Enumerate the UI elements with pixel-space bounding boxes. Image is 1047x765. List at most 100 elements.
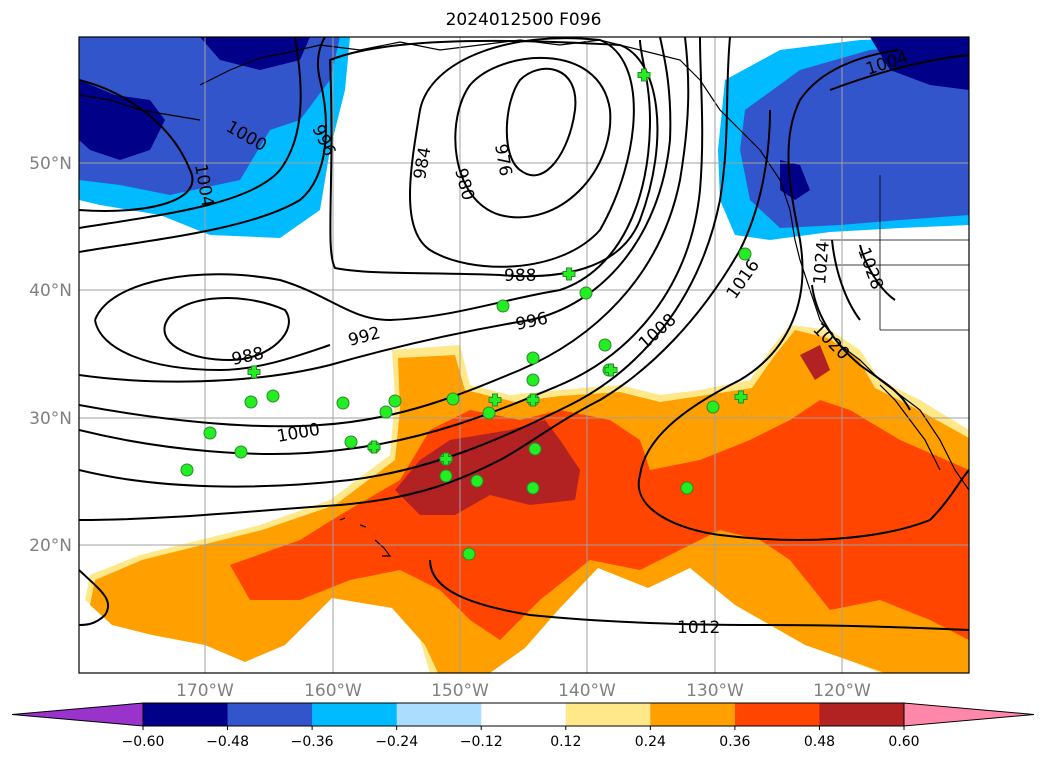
isobar-996	[79, 37, 672, 383]
station-cross	[734, 390, 748, 404]
isobar-label: 1024	[810, 241, 834, 286]
isobar-label: 988	[504, 266, 536, 286]
lat-label-20n: 20°N	[29, 536, 72, 556]
colorbar-segment	[819, 703, 905, 726]
baja-california	[879, 384, 941, 471]
station-point	[344, 435, 358, 449]
station-point	[526, 373, 540, 387]
negative-anomaly-medium	[79, 37, 340, 195]
colorbar-tick-label: −0.48	[206, 734, 249, 750]
lon-label-120w: 120°W	[813, 681, 871, 701]
station-point	[526, 481, 540, 495]
isobar-988-west	[163, 297, 290, 362]
station-point	[470, 474, 484, 488]
coastlines	[79, 39, 969, 557]
station-cross	[439, 452, 453, 466]
isobar-1004-ne	[829, 54, 969, 91]
isobar-label: 1012	[677, 618, 720, 638]
station-point	[388, 394, 402, 408]
colorbar-tick-label: −0.24	[375, 734, 418, 750]
colorbar-tick-label: 0.60	[888, 734, 919, 750]
station-cross	[488, 393, 502, 407]
isobar-980	[454, 56, 612, 219]
isobar-976	[505, 67, 577, 177]
negative-anomaly-dark-2	[200, 37, 310, 70]
station-cross	[367, 440, 381, 454]
lat-label-40n: 40°N	[29, 281, 72, 301]
anomaly-shading	[79, 37, 969, 673]
isobar-1008	[79, 37, 731, 488]
station-cross	[637, 68, 651, 82]
station-point	[706, 400, 720, 414]
station-point	[234, 445, 248, 459]
latitude-labels: 50°N 40°N 30°N 20°N	[29, 154, 72, 556]
station-point	[738, 247, 752, 261]
station-point	[598, 338, 612, 352]
lon-label-150w: 150°W	[431, 681, 489, 701]
colorbar-tick-label: −0.60	[122, 734, 165, 750]
lon-label-130w: 130°W	[686, 681, 744, 701]
isobar-1020	[811, 284, 911, 411]
colorbar: −0.60 −0.48 −0.36 −0.24 −0.12 0.12 0.24 0.36 0.4…	[11, 702, 1035, 750]
map-title: 2024012500 F096	[445, 10, 602, 30]
station-cross	[247, 365, 261, 379]
isobar-1028	[859, 244, 896, 301]
colorbar-segment	[481, 703, 567, 726]
colorbar-segment	[565, 703, 651, 726]
colorbar-tick-label: −0.36	[291, 734, 334, 750]
station-point	[180, 463, 194, 477]
colorbar-extend-right	[903, 702, 1035, 727]
station-point	[379, 405, 393, 419]
station-point	[203, 426, 217, 440]
station-point	[482, 406, 496, 420]
lon-label-170w: 170°W	[176, 681, 234, 701]
station-cross	[526, 393, 540, 407]
negative-anomaly-ne-dark-2	[780, 160, 810, 200]
lat-label-50n: 50°N	[29, 154, 72, 174]
isobar-984	[409, 37, 635, 268]
isobar-1012	[79, 109, 969, 631]
longitude-labels: 170°W 160°W 150°W 140°W 130°W 120°W	[176, 681, 871, 701]
colorbar-tick-label: 0.12	[550, 734, 581, 750]
colorbar-segment	[143, 703, 229, 726]
station-point	[680, 481, 694, 495]
colorbar-tick-label: 0.36	[719, 734, 750, 750]
colorbar-tick-label: −0.12	[460, 734, 503, 750]
negative-anomaly-dark	[79, 80, 165, 160]
station-point	[266, 389, 280, 403]
station-point	[579, 286, 593, 300]
lon-label-160w: 160°W	[304, 681, 362, 701]
positive-anomaly-dark-red-2	[800, 345, 830, 380]
colorbar-segment	[734, 703, 820, 726]
colorbar-tick-label: 0.48	[804, 734, 835, 750]
isobar-1000	[79, 37, 690, 428]
hawaii-islands	[339, 517, 392, 557]
state-borders	[815, 175, 969, 331]
station-point	[244, 395, 258, 409]
colorbar-frame	[142, 702, 905, 727]
isobar-1024	[831, 239, 861, 321]
station-point	[462, 547, 476, 561]
station-point	[446, 392, 460, 406]
colorbar-segment	[312, 703, 398, 726]
isobar-992	[94, 39, 652, 372]
station-cross	[604, 363, 618, 377]
station-point	[336, 396, 350, 410]
colorbar-segment	[396, 703, 482, 726]
station-cross	[562, 267, 576, 281]
isobars	[79, 37, 969, 631]
lon-label-140w: 140°W	[558, 681, 616, 701]
positive-anomaly-red-orange	[230, 400, 969, 640]
lat-label-30n: 30°N	[29, 409, 72, 429]
colorbar-segment	[650, 703, 736, 726]
colorbar-tick-label: 0.24	[635, 734, 666, 750]
graticule	[79, 37, 969, 673]
station-point	[496, 299, 510, 313]
alaska-coast	[199, 39, 761, 151]
map-frame	[78, 36, 970, 674]
station-point	[439, 469, 453, 483]
isobar-1016	[637, 49, 969, 541]
station-markers	[180, 68, 752, 561]
aleutian-islands	[79, 94, 201, 121]
